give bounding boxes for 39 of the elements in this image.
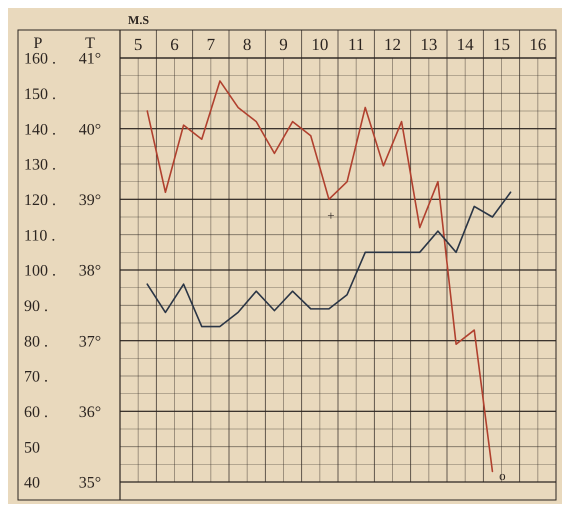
y2-tick-label: 36° (78, 404, 102, 421)
y-tick-label: 40 (24, 474, 40, 492)
y2-axis-title: T (85, 35, 96, 52)
x-tick-label: 8 (242, 35, 252, 54)
x-tick-label: 9 (279, 35, 288, 54)
y-tick-label: 120 . (24, 192, 56, 209)
y-tick-label: 130 . (24, 156, 56, 174)
y-tick-label: 50 (24, 439, 40, 456)
y2-tick-label: 39° (78, 192, 102, 209)
y-tick-label: 90 . (24, 298, 48, 315)
y2-tick-label: 37° (78, 333, 102, 350)
x-axis-title: M.S (128, 13, 150, 27)
line-series (146, 191, 512, 328)
x-tick-label: 7 (206, 35, 216, 54)
x-tick-label: 12 (384, 35, 401, 54)
y-tick-label: 80 . (24, 333, 48, 350)
y-tick-label: 160 . (24, 50, 56, 68)
line-series (146, 80, 494, 472)
x-tick-label: 6 (170, 35, 179, 54)
annotation: + (327, 208, 335, 223)
x-tick-label: 15 (493, 35, 510, 54)
y-tick-label: 60 . (24, 404, 48, 421)
y2-tick-label: 40° (78, 121, 102, 138)
x-tick-label: 14 (456, 35, 474, 54)
x-tick-label: 10 (311, 35, 328, 54)
annotation: o (499, 468, 506, 483)
y-tick-label: 140 . (24, 121, 56, 138)
x-tick-label: 11 (348, 35, 364, 54)
y-tick-label: 100 . (24, 262, 56, 280)
y2-tick-label: 41° (78, 50, 102, 68)
x-tick-label: 13 (420, 35, 438, 54)
y-tick-label: 70 . (24, 368, 48, 386)
x-tick-label: 5 (134, 35, 142, 54)
y2-tick-label: 38° (78, 262, 102, 280)
y2-tick-label: 35° (78, 474, 102, 492)
y-axis-title: P (34, 35, 43, 52)
y-tick-label: 150 . (24, 86, 56, 103)
x-tick-label: 16 (529, 35, 546, 54)
y-tick-label: 110 . (24, 227, 56, 244)
